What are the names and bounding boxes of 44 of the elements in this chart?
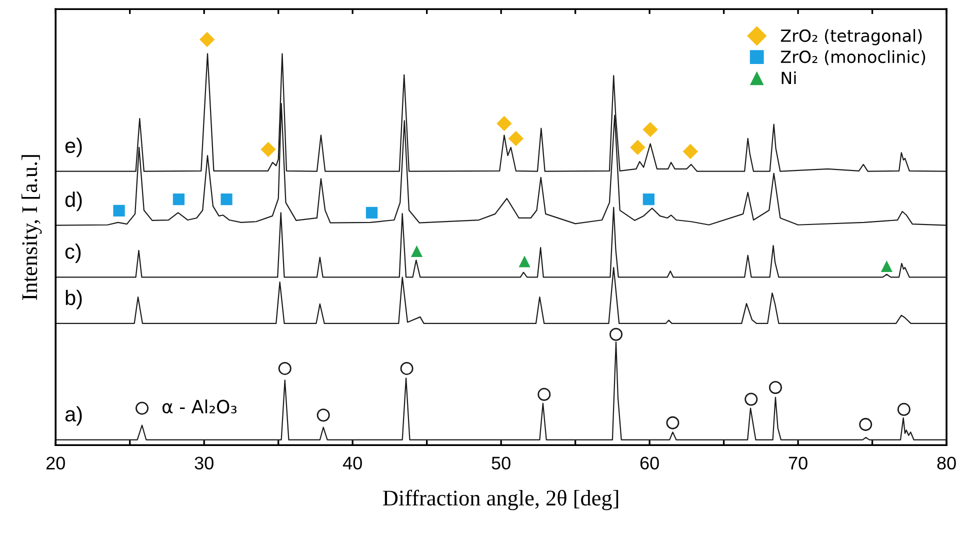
point bbox=[744, 392, 758, 406]
point bbox=[220, 194, 232, 206]
legend-label: ZrO₂ (tetragonal) bbox=[780, 29, 922, 46]
point bbox=[496, 116, 512, 132]
point bbox=[880, 260, 893, 272]
series-label: a) bbox=[65, 406, 82, 426]
x-tick-label: 30 bbox=[194, 456, 214, 470]
point bbox=[897, 402, 910, 416]
point bbox=[199, 32, 215, 48]
point bbox=[113, 204, 125, 216]
series-label: c) bbox=[65, 244, 81, 263]
x-tick-label: 50 bbox=[492, 456, 510, 470]
point bbox=[366, 206, 378, 219]
point bbox=[859, 418, 872, 431]
point bbox=[400, 362, 414, 375]
point bbox=[610, 328, 623, 341]
point bbox=[278, 362, 292, 375]
series-label: d) bbox=[65, 192, 82, 212]
x-axis-title: Diffraction angle, 2θ [deg] bbox=[383, 490, 618, 510]
series-label: b) bbox=[66, 290, 82, 310]
point bbox=[136, 402, 149, 415]
x-tick-label: 40 bbox=[342, 456, 362, 470]
point bbox=[682, 144, 698, 160]
point bbox=[630, 140, 646, 156]
point bbox=[642, 122, 658, 138]
legend-label: Ni bbox=[782, 71, 796, 84]
point bbox=[768, 381, 782, 394]
point bbox=[518, 256, 530, 268]
point bbox=[642, 194, 654, 206]
legend-label: ZrO₂ (monoclinic) bbox=[780, 50, 926, 66]
y-axis-title: Intensity, I [a.u.] bbox=[22, 155, 42, 300]
x-tick-label: 60 bbox=[640, 456, 659, 470]
point bbox=[316, 408, 330, 422]
x-tick-label: 70 bbox=[788, 456, 808, 470]
series-label: e) bbox=[65, 138, 82, 158]
point bbox=[666, 416, 680, 430]
x-tick-label: 20 bbox=[46, 456, 65, 470]
point bbox=[538, 388, 551, 401]
point bbox=[260, 142, 276, 158]
x-tick-label: 80 bbox=[937, 456, 956, 470]
annotation: α - Al₂O₃ bbox=[162, 399, 237, 414]
point bbox=[410, 245, 423, 258]
point bbox=[172, 194, 185, 206]
point bbox=[508, 130, 524, 146]
